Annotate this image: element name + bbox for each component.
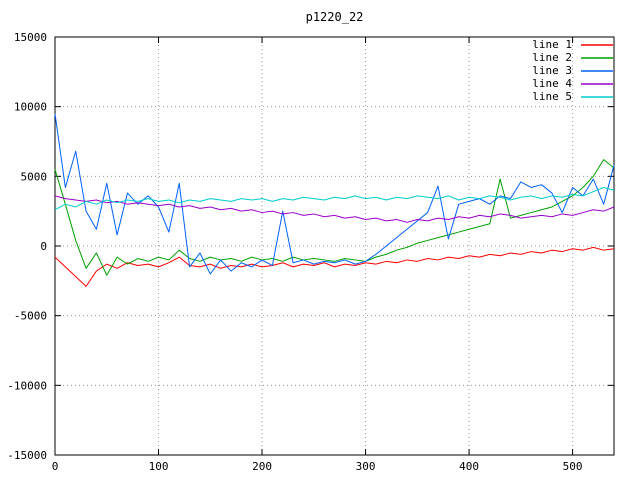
legend-item: line 3	[532, 64, 614, 77]
chart-title: p1220_22	[305, 10, 364, 24]
y-tick-label: -5000	[14, 310, 47, 323]
series-line-3	[54, 113, 615, 275]
legend-line-sample	[581, 95, 613, 98]
x-tick-label: 100	[149, 460, 169, 473]
legend-item: line 2	[532, 51, 614, 64]
legend: line 1 line 2 line 3 line 4 line 5	[532, 38, 614, 103]
x-tick-label: 400	[459, 460, 479, 473]
legend-line-sample	[581, 56, 613, 59]
y-tick-label: 0	[40, 240, 47, 253]
x-tick-label: 500	[563, 460, 583, 473]
y-tick-label: -15000	[7, 449, 47, 462]
series-line-1	[54, 246, 615, 287]
plot-border	[54, 36, 615, 456]
legend-label: line 2	[532, 51, 572, 64]
y-tick-label: 15000	[14, 31, 47, 44]
x-tick-label: 200	[252, 460, 272, 473]
series-line-5	[54, 186, 615, 211]
legend-label: line 3	[532, 64, 572, 77]
legend-label: line 4	[532, 77, 572, 90]
x-tick-label: 0	[52, 460, 59, 473]
y-tick-label: 5000	[21, 170, 48, 183]
legend-line-sample	[581, 69, 613, 72]
series-line-4	[54, 195, 615, 223]
legend-item: line 1	[532, 38, 614, 51]
y-tick-label: -10000	[7, 379, 47, 392]
x-tick-label: 300	[356, 460, 376, 473]
legend-item: line 4	[532, 77, 614, 90]
y-tick-label: 10000	[14, 101, 47, 114]
legend-label: line 5	[532, 90, 572, 103]
legend-line-sample	[581, 82, 613, 85]
series-line-2	[54, 159, 615, 276]
legend-line-sample	[581, 43, 613, 46]
legend-item: line 5	[532, 90, 614, 103]
legend-label: line 1	[532, 38, 572, 51]
